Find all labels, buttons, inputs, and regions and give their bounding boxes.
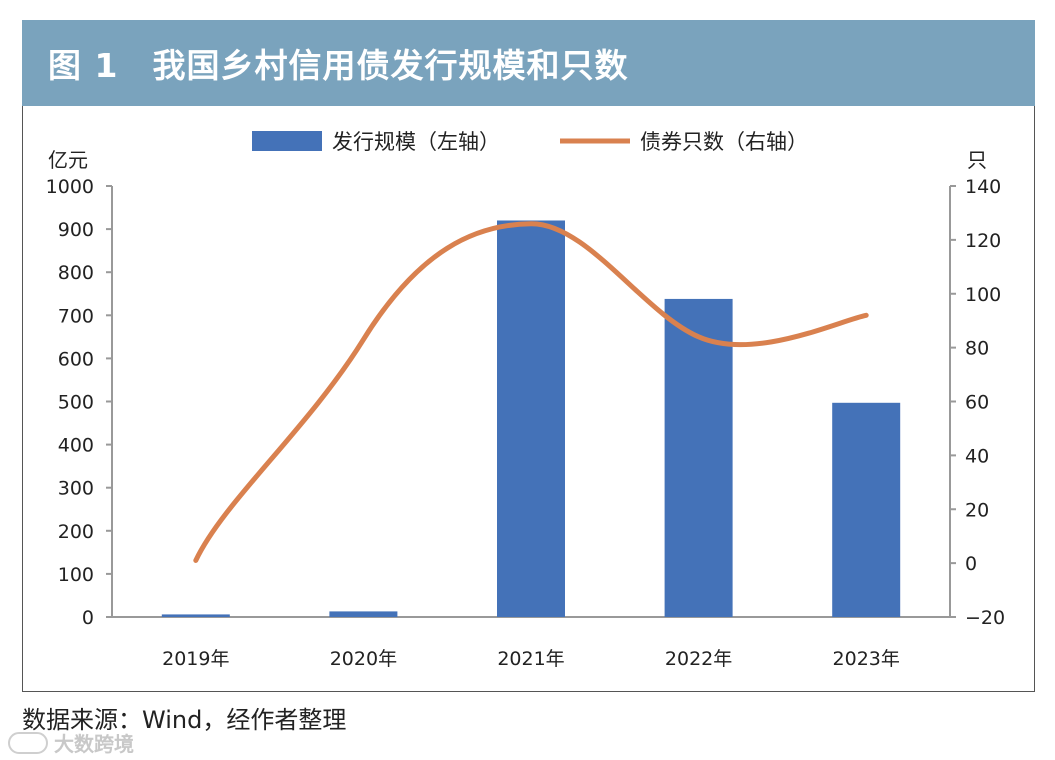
x-tick-label: 2019年 xyxy=(162,648,229,670)
x-tick-label: 2021年 xyxy=(497,648,564,670)
legend: 发行规模（左轴） 债券只数（右轴） xyxy=(252,130,808,154)
left-tick-label: 500 xyxy=(58,392,94,414)
legend-line-label: 债券只数（右轴） xyxy=(640,130,808,154)
right-tick-label: 120 xyxy=(965,230,1001,252)
right-tick-label: 100 xyxy=(965,284,1001,306)
left-tick-label: 900 xyxy=(58,219,94,241)
bar-series xyxy=(161,220,901,618)
x-tick-label: 2022年 xyxy=(665,648,732,670)
bar xyxy=(832,402,901,617)
left-tick-label: 700 xyxy=(58,305,94,327)
left-tick-label: 100 xyxy=(58,564,94,586)
left-tick-label: 400 xyxy=(58,435,94,457)
legend-bar-label: 发行规模（左轴） xyxy=(332,130,500,154)
chart-frame xyxy=(22,106,1035,692)
right-tick-label: 40 xyxy=(965,445,989,467)
watermark-text: 大数跨境 xyxy=(54,732,134,756)
left-tick-label: 0 xyxy=(82,607,94,629)
right-tick-label: 60 xyxy=(965,392,989,414)
right-tick-label: −20 xyxy=(965,607,1005,629)
left-tick-label: 1000 xyxy=(46,176,94,198)
legend-bar-swatch xyxy=(252,131,322,151)
source-note: 数据来源：Wind，经作者整理 xyxy=(22,706,347,734)
left-tick-label: 200 xyxy=(58,521,94,543)
combo-chart: 0 100 200 300 400 500 600 700 800 900 1000 亿元 −20 0 20… xyxy=(46,130,1005,670)
line-series xyxy=(193,221,869,563)
right-tick-label: 0 xyxy=(965,553,977,575)
right-axis-unit: 只 xyxy=(967,148,987,172)
right-tick-label: 80 xyxy=(965,338,989,360)
left-tick-label: 800 xyxy=(58,262,94,284)
watermark-logo-icon xyxy=(8,731,48,754)
left-tick-label: 600 xyxy=(58,348,94,370)
bar xyxy=(161,614,230,617)
figure-header: 图 1 我国乡村信用债发行规模和只数 xyxy=(22,20,1035,106)
left-tick-label: 300 xyxy=(58,478,94,500)
axes-group: 0 100 200 300 400 500 600 700 800 900 1000 亿元 −20 0 20… xyxy=(46,148,1005,670)
bar xyxy=(664,298,733,617)
x-tick-label: 2020年 xyxy=(330,648,397,670)
bar xyxy=(329,611,398,617)
x-tick-label: 2023年 xyxy=(833,648,900,670)
line-path xyxy=(193,221,869,563)
right-tick-label: 140 xyxy=(965,176,1001,198)
left-axis-unit: 亿元 xyxy=(48,148,88,172)
bar xyxy=(497,220,565,618)
right-tick-label: 20 xyxy=(965,499,989,521)
figure-title: 图 1 我国乡村信用债发行规模和只数 xyxy=(48,46,629,85)
watermark: 大数跨境 xyxy=(8,728,134,757)
